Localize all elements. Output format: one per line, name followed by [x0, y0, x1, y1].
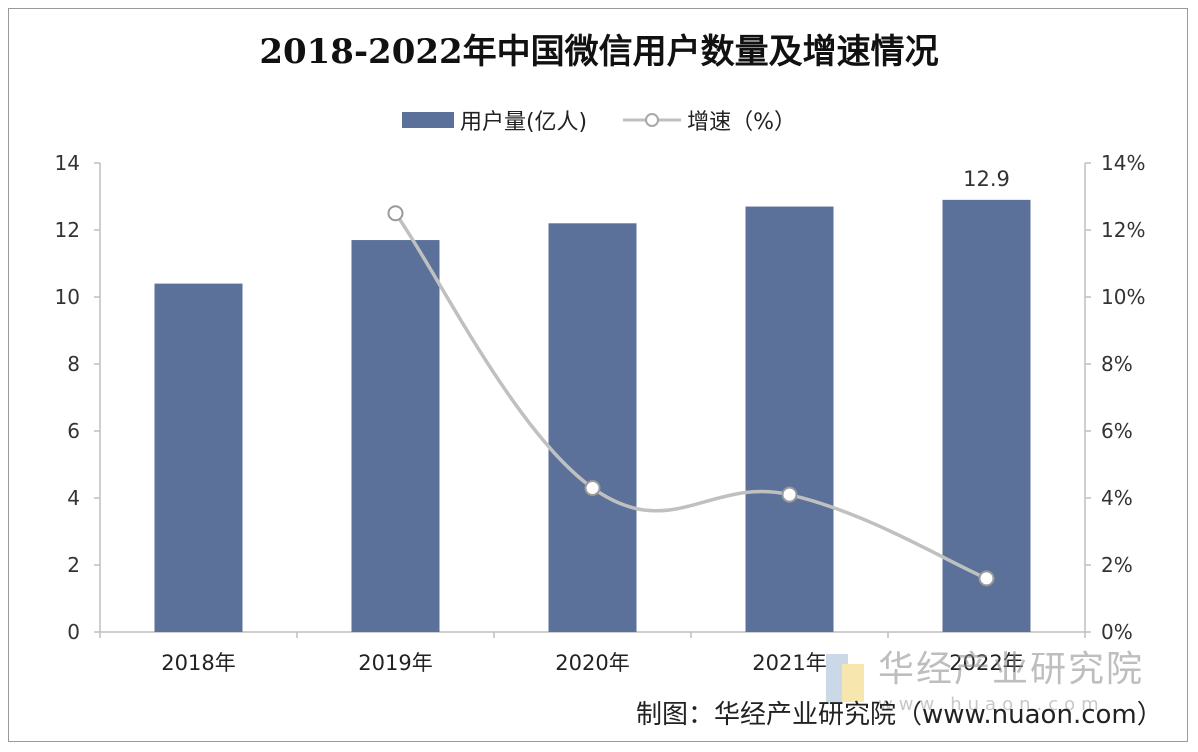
legend-line-swatch	[623, 113, 682, 127]
watermark-name: 华经产业研究院	[878, 649, 1145, 690]
y-right-tick-label: 12%	[1101, 218, 1145, 242]
bar-2021年	[745, 206, 834, 633]
x-tick-label: 2019年	[358, 651, 432, 675]
x-tick-label: 2022年	[949, 651, 1023, 675]
legend-item-line: 增速（%）	[623, 104, 796, 136]
y-left-tick-label: 12	[55, 218, 80, 242]
growth-point	[978, 570, 995, 587]
y-left-tick-label: 2	[67, 553, 80, 577]
y-right-tick-label: 10%	[1101, 285, 1145, 309]
y-left-tick-label: 0	[67, 620, 80, 644]
y-right-tick-label: 4%	[1101, 486, 1133, 510]
y-left-tick-label: 8	[67, 352, 80, 376]
y-left-tick-label: 6	[67, 419, 80, 443]
legend-item-bar: 用户量(亿人)	[401, 104, 588, 136]
growth-point	[387, 205, 404, 222]
data-label: 12.9	[963, 167, 1010, 191]
bar-2018年	[154, 283, 243, 632]
bar-2020年	[548, 223, 637, 633]
legend-bar-swatch	[401, 112, 454, 128]
watermark-url: www.huaon.com	[878, 694, 1105, 715]
y-left-tick-label: 4	[67, 486, 80, 510]
bar-2019年	[351, 240, 440, 633]
source-note: 制图：华经产业研究院（www.nuaon.com）	[636, 700, 1163, 730]
x-tick-label: 2018年	[161, 651, 235, 675]
x-tick-label: 2021年	[752, 651, 826, 675]
y-right-tick-label: 14%	[1101, 151, 1145, 175]
bar-2022年	[942, 199, 1031, 632]
y-right-tick-label: 0%	[1101, 620, 1133, 644]
growth-point	[584, 479, 601, 496]
growth-point	[781, 486, 798, 503]
growth-line	[394, 212, 988, 581]
chart-title: 2018-2022年中国微信用户数量及增速情况	[259, 32, 939, 72]
watermark: 华经产业研究院 www.huaon.com	[826, 640, 1144, 715]
y-right-tick-label: 8%	[1101, 352, 1133, 376]
y-left-tick-label: 14	[55, 151, 80, 175]
y-right-tick-label: 6%	[1101, 419, 1133, 443]
legend-line-label: 增速（%）	[687, 110, 797, 135]
legend: 用户量(亿人) 增速（%）	[0, 104, 1198, 136]
watermark-logo-icon	[826, 653, 864, 702]
x-tick-label: 2020年	[555, 651, 629, 675]
y-right-tick-label: 2%	[1101, 553, 1133, 577]
legend-bar-label: 用户量(亿人)	[459, 110, 588, 135]
y-left-tick-label: 10	[55, 285, 80, 309]
